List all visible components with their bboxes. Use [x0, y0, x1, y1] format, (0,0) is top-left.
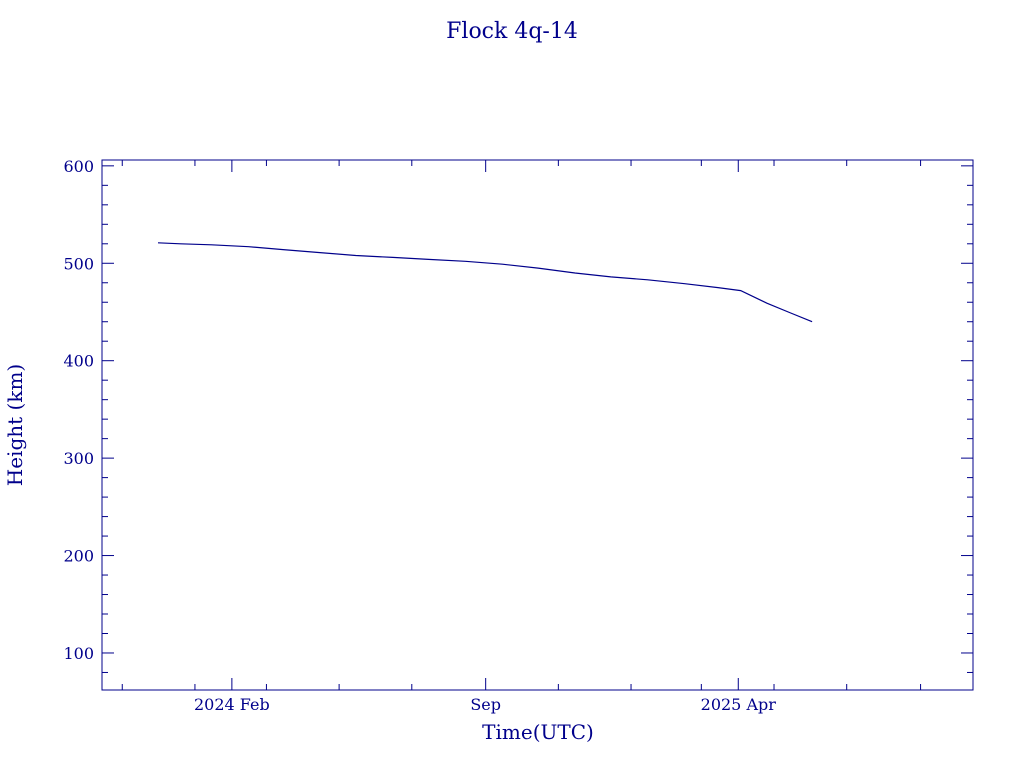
x-axis: 2024 Feb Sep 2025 Apr — [121, 160, 922, 714]
x-axis-label: Time(UTC) — [482, 720, 594, 744]
chart-title: Flock 4q-14 — [446, 19, 578, 44]
x-tick-label: 2025 Apr — [701, 695, 777, 714]
y-tick-label: 300 — [63, 449, 94, 468]
y-tick-label: 100 — [63, 644, 94, 663]
y-axis-label: Height (km) — [3, 364, 27, 486]
y-axis: 100 200 300 400 500 600 — [63, 157, 973, 673]
x-tick-label: Sep — [470, 695, 501, 714]
plot-frame — [101, 159, 974, 691]
series-line-1 — [157, 242, 813, 323]
x-tick-label: 2024 Feb — [194, 695, 270, 714]
y-tick-label: 500 — [63, 254, 94, 273]
series-group — [157, 242, 813, 323]
y-tick-label: 400 — [63, 352, 94, 371]
y-tick-label: 600 — [63, 157, 94, 176]
y-tick-label: 200 — [63, 547, 94, 566]
